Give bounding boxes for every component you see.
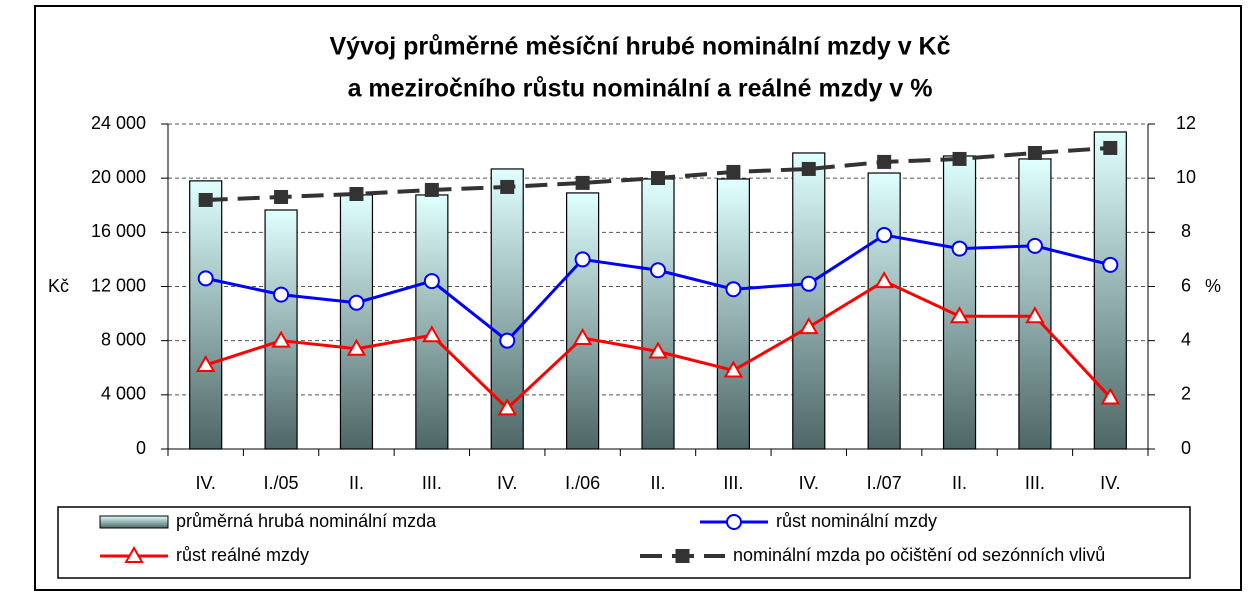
x-tick-label: III. [1025,473,1045,493]
legend-label: průměrná hrubá nominální mzda [176,511,437,531]
bar [415,194,449,450]
legend-marker [726,514,742,530]
bar [792,152,826,450]
legend-label: růst reálné mzdy [176,545,309,565]
x-tick-label: I./05 [264,473,299,493]
legend-swatch [99,515,169,529]
point [346,338,367,356]
point [1025,306,1045,324]
y2-tick-label: 4 [1181,329,1191,349]
point [422,325,442,343]
x-tick-label: II. [952,473,967,493]
point [1103,140,1118,155]
point [349,187,364,202]
point [1102,256,1119,273]
point [1100,387,1121,405]
point [197,270,214,287]
y2-tick-label: 8 [1181,221,1191,241]
point [497,398,517,416]
point [500,179,515,194]
y2-tick-label: 2 [1181,384,1191,404]
x-tick-label: IV. [799,473,819,493]
x-tick-label: IV. [497,473,517,493]
point [424,182,439,197]
point [274,189,289,204]
point [949,306,970,324]
legend-box [57,506,1191,579]
point [195,355,216,373]
y2-tick-label: 12 [1176,113,1196,133]
x-tick-label: IV. [196,473,216,493]
y-tick-label: 0 [136,438,146,458]
bar [264,209,298,450]
point [499,332,516,349]
point [952,151,967,166]
y-tick-label: 16 000 [91,221,146,241]
x-tick-label: II. [349,473,364,493]
y-tick-label: 24 000 [91,113,146,133]
x-tick-label: II. [650,473,665,493]
legend-label: růst nominální mzdy [776,511,937,531]
point [1026,237,1043,254]
point [572,327,593,345]
point [650,262,666,279]
y2-tick-label: 0 [1181,438,1191,458]
x-tick-label: III. [422,473,442,493]
point [801,161,816,176]
point [271,330,291,348]
bar [867,172,901,450]
y-axis-label: Kč [48,276,69,296]
x-tick-label: IV. [1100,473,1120,493]
point [874,271,894,289]
point [800,275,817,292]
point [651,171,665,186]
point [876,227,893,244]
point [951,240,968,257]
point [799,317,819,335]
x-tick-label: I./06 [565,473,600,493]
point [1027,145,1042,160]
point [877,154,892,169]
point [574,251,591,268]
point [723,360,744,378]
y2-tick-label: 6 [1181,275,1191,295]
y-tick-label: 4 000 [101,384,146,404]
legend-marker [675,549,690,563]
x-tick-label: I./07 [867,473,902,493]
bar [716,178,750,450]
point [423,273,440,290]
chart-title: Vývoj průměrné měsíční hrubé nominální m… [330,33,951,61]
bar [641,178,675,450]
bar [1018,158,1052,450]
point [273,286,290,303]
y-tick-label: 20 000 [91,167,146,187]
point [348,294,365,311]
point [726,164,741,179]
y2-axis-label: % [1205,276,1221,296]
legend-marker [124,545,144,563]
y-tick-label: 8 000 [101,329,146,349]
chart-title: a meziročního růstu nominální a reálné m… [348,75,933,103]
bar [189,180,223,450]
bar [566,192,600,450]
bar [942,155,977,450]
y-tick-label: 12 000 [91,275,146,295]
y2-tick-label: 10 [1176,167,1196,187]
point [575,175,590,190]
bar [339,194,374,450]
point [648,341,668,359]
point [198,192,213,207]
point [725,281,742,298]
legend-label: nominální mzda po očištění od sezónních … [733,545,1105,565]
x-tick-label: III. [723,473,743,493]
